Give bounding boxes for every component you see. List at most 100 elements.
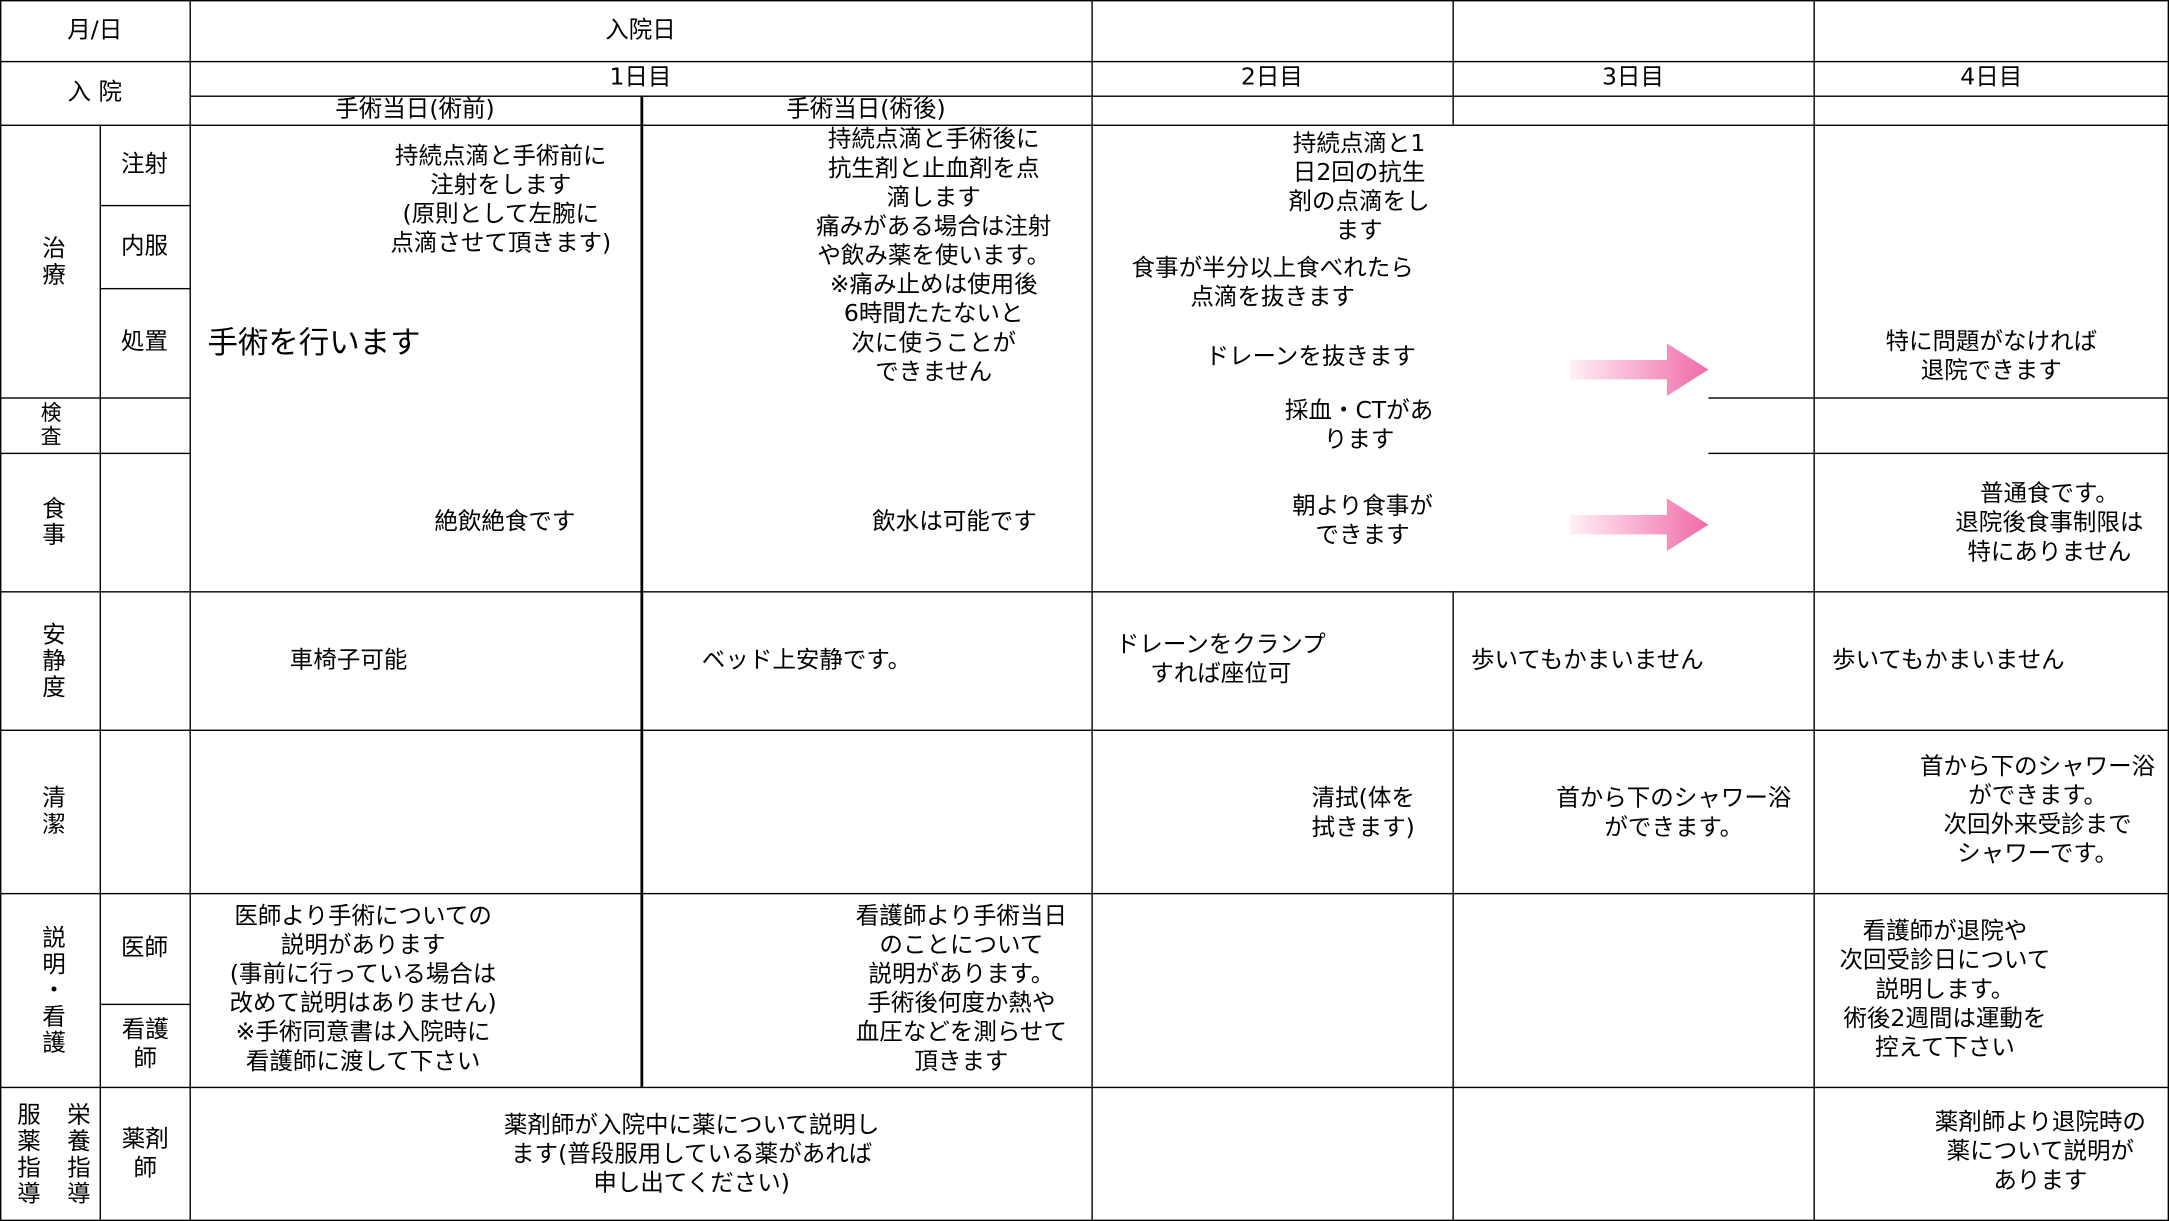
text-line: ります bbox=[1323, 425, 1395, 454]
text-line: 退院できます bbox=[1920, 356, 2062, 385]
grid-line bbox=[1813, 0, 1815, 1221]
header: 月/日 bbox=[0, 0, 190, 61]
text-line: 6時間たたないと bbox=[843, 299, 1024, 328]
row-label: 栄養指導 bbox=[50, 1087, 100, 1221]
text-line: 持続点滴と1 bbox=[1292, 130, 1426, 158]
grid-line bbox=[0, 1219, 2169, 1221]
text-line: ます(普段服用している薬があれば bbox=[511, 1140, 873, 1169]
text-line: 絶飲絶食です bbox=[434, 507, 576, 536]
cell-text: 食事が半分以上食べれたら 点滴を抜きます bbox=[1107, 252, 1439, 314]
text-line: 点滴させて頂きます) bbox=[390, 229, 612, 258]
text-line: 食事 bbox=[36, 495, 65, 549]
row-label: 服薬指導 bbox=[0, 1087, 50, 1221]
row-label: 清潔 bbox=[0, 730, 100, 893]
day-header: 2日目 bbox=[1091, 61, 1452, 96]
text-line: 術後2週間は運動を bbox=[1843, 1004, 2047, 1033]
text-line: ドレーンを抜きます bbox=[1205, 342, 1416, 371]
cell-text: 手術を行います bbox=[207, 316, 456, 371]
text-line: 控えて下さい bbox=[1874, 1033, 2015, 1062]
row-label: 治療 bbox=[0, 125, 100, 398]
sub-header: 手術当日(術後) bbox=[640, 96, 1091, 125]
text-line: 首から下のシャワー浴 bbox=[1920, 753, 2156, 781]
text-line: 車椅子可能 bbox=[289, 646, 408, 675]
sub-label: 内服 bbox=[100, 205, 190, 288]
sub-label: 看護師 bbox=[119, 1004, 172, 1087]
text-line: 退院後食事制限は bbox=[1955, 508, 2144, 537]
grid-line bbox=[0, 0, 2169, 2]
text-line: 医師より手術についての bbox=[234, 902, 492, 931]
cell-text: 持続点滴と手術前に 注射をします (原則として左腕に 点滴させて頂きます) bbox=[362, 138, 639, 263]
text-line: 痛みがある場合は注射 bbox=[816, 212, 1052, 241]
header: 入 院 bbox=[0, 61, 190, 125]
text-line: 月/日 bbox=[67, 15, 123, 44]
text-line: あります bbox=[1993, 1166, 2088, 1195]
text-line: 剤の点滴をし bbox=[1288, 188, 1430, 216]
text-line: や飲み薬を使います。 bbox=[817, 241, 1051, 270]
grid-line bbox=[0, 729, 2169, 731]
text-line: できます bbox=[1315, 521, 1410, 550]
text-line: すれば座位可 bbox=[1150, 660, 1292, 689]
text-line: 入院日 bbox=[605, 15, 676, 44]
cell-text: 清拭(体を 拭きます) bbox=[1284, 775, 1443, 851]
row-label: 安静度 bbox=[0, 591, 100, 729]
text-line: 注射 bbox=[121, 150, 169, 178]
grid-line bbox=[1708, 397, 2169, 399]
text-line: 頂きます bbox=[914, 1047, 1009, 1076]
sub-header: 手術当日(術前) bbox=[190, 96, 641, 125]
cell-text: 医師より手術についての 説明があります (事前に行っている場合は 改めて説明はありませ… bbox=[194, 900, 533, 1080]
cell-text: 看護師が退院や 次回受診日について 説明します。 術後2週間は運動を 控えて下さい bbox=[1814, 914, 2077, 1066]
text-line: 持続点滴と手術前に bbox=[394, 142, 607, 171]
text-line: ができます。 bbox=[1604, 813, 1744, 842]
text-line: 次回受診日について bbox=[1839, 946, 2051, 974]
day-header: 4日目 bbox=[1814, 61, 2169, 96]
sub-label: 処置 bbox=[100, 288, 190, 397]
text-line: (事前に行っている場合は bbox=[229, 960, 497, 989]
grid-line bbox=[1091, 0, 1093, 1221]
grid-line bbox=[0, 1086, 2169, 1089]
text-line: 歩いてもかまいません bbox=[1471, 646, 1704, 675]
text-line: 医師 bbox=[121, 933, 169, 962]
cell-text: 特に問題がなければ 退院できます bbox=[1814, 318, 2169, 394]
text-line: 飲水は可能です bbox=[872, 507, 1037, 536]
text-line: 薬について説明が bbox=[1946, 1137, 2135, 1165]
cell-text: ドレーンを抜きます bbox=[1190, 336, 1432, 378]
cell-text: 首から下のシャワー浴 ができます。 次回外来受診まで シャワーです。 bbox=[1906, 748, 2169, 875]
day-header: 1日目 bbox=[190, 61, 1092, 96]
grid-line bbox=[0, 591, 2169, 593]
grid-line bbox=[0, 60, 2169, 63]
cell-text: ドレーンをクランプ すれば座位可 bbox=[1107, 626, 1335, 695]
text-line: 次回外来受診まで bbox=[1943, 811, 2132, 839]
text-line: 2日目 bbox=[1240, 63, 1303, 92]
text-line: 採血・CTがあ bbox=[1284, 396, 1434, 425]
text-line: 点滴を抜きます bbox=[1190, 283, 1355, 311]
text-line: 検査 bbox=[38, 401, 63, 449]
row-label: 食事 bbox=[0, 453, 100, 591]
text-line: (原則として左腕に bbox=[402, 200, 600, 229]
grid-line bbox=[0, 397, 190, 399]
text-line: ます bbox=[1335, 217, 1383, 246]
cell-text: 薬剤師より退院時の 薬について説明が あります bbox=[1909, 1103, 2169, 1200]
text-line: 食事が半分以上食べれたら bbox=[1131, 254, 1414, 282]
text-line: 薬剤師より退院時の bbox=[1934, 1108, 2146, 1136]
header: 入院日 bbox=[190, 0, 1092, 61]
text-line: 普通食です。 bbox=[1979, 479, 2119, 508]
cell-text: 採血・CTがあ ります bbox=[1266, 395, 1453, 457]
text-line: 申し出てください) bbox=[593, 1169, 790, 1198]
text-line: 手術当日(術前) bbox=[335, 95, 495, 124]
text-line: 特に問題がなければ bbox=[1885, 327, 2098, 356]
text-line: 日2回の抗生 bbox=[1292, 159, 1426, 187]
sub-label: 医師 bbox=[100, 893, 190, 1004]
text-line: 説明があります bbox=[280, 931, 446, 960]
text-line: 手術当日(術後) bbox=[786, 95, 946, 124]
grid-line bbox=[189, 0, 191, 1221]
text-line: できません bbox=[875, 357, 993, 386]
text-line: 内服 bbox=[121, 231, 169, 260]
text-line: 看護師より手術当日 bbox=[855, 902, 1067, 931]
grid-line bbox=[99, 204, 190, 207]
text-line: 看護師 bbox=[121, 1016, 169, 1073]
text-line: 入 院 bbox=[67, 78, 123, 106]
grid-line bbox=[640, 95, 644, 1087]
text-line: 特にありません bbox=[1967, 537, 2132, 566]
